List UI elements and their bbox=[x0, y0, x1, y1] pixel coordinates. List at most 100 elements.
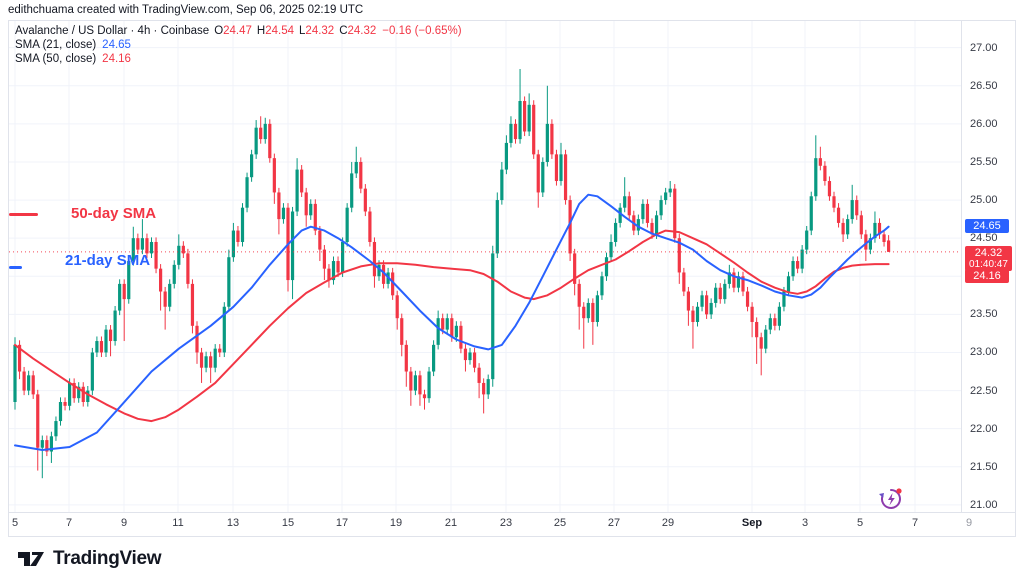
candle-body bbox=[650, 222, 654, 235]
sma50-label: SMA (50, close) bbox=[15, 53, 97, 65]
ohlc-letter: C bbox=[339, 25, 348, 37]
candle-body bbox=[618, 207, 622, 223]
ohlc-value: 24.32 bbox=[305, 25, 335, 37]
candle-body bbox=[118, 283, 122, 311]
time-axis[interactable]: 5 7 9 11 13 15 17 19 21 23 25 27 29 Sep 3 5 7 9 bbox=[9, 512, 1015, 536]
change-value: −0.16 (−0.65%) bbox=[382, 25, 462, 37]
candle-body bbox=[532, 104, 536, 155]
candle-body bbox=[677, 238, 681, 273]
time-axis-label: 15 bbox=[281, 517, 295, 529]
candle-body bbox=[454, 325, 458, 338]
sma50-annotation-line[interactable] bbox=[9, 213, 38, 216]
candle-body bbox=[500, 169, 504, 201]
ohlc-letter: H bbox=[256, 25, 266, 37]
candle-body bbox=[422, 394, 427, 399]
sma21-value: 24.65 bbox=[102, 39, 131, 51]
time-axis-label: 19 bbox=[389, 517, 403, 529]
candle-body bbox=[45, 440, 49, 452]
price-axis[interactable]: 27.00 26.50 26.00 25.50 25.00 24.50 23.50 23.00… bbox=[961, 21, 1015, 512]
candle-body bbox=[300, 169, 304, 193]
candle-body bbox=[413, 375, 417, 391]
candle-body bbox=[95, 341, 99, 353]
candle-body bbox=[491, 253, 495, 380]
candle-body bbox=[705, 295, 709, 315]
sma50-annotation-label[interactable]: 50-day SMA bbox=[71, 205, 157, 222]
candle-body bbox=[186, 253, 190, 284]
candle-body bbox=[86, 390, 90, 402]
attribution-text: edithchuama created with TradingView.com… bbox=[8, 4, 364, 16]
candle-body bbox=[345, 207, 349, 242]
candle-body bbox=[27, 375, 31, 391]
candle-body bbox=[81, 386, 85, 402]
candle-body bbox=[172, 264, 176, 284]
candle-body bbox=[745, 291, 750, 307]
candle-body bbox=[149, 241, 154, 254]
price-axis-label: 27.00 bbox=[970, 41, 998, 54]
candle-body bbox=[695, 306, 700, 322]
candle-body bbox=[832, 196, 836, 208]
time-axis-label: 11 bbox=[172, 517, 184, 529]
candle-body bbox=[168, 283, 172, 307]
candle-body bbox=[341, 241, 345, 273]
candle-body bbox=[809, 196, 813, 231]
candle-body bbox=[636, 219, 640, 231]
candle-body bbox=[363, 188, 367, 212]
time-axis-label: 29 bbox=[661, 517, 675, 529]
candle-body bbox=[236, 230, 240, 242]
candle-body bbox=[786, 276, 791, 292]
candle-body bbox=[577, 283, 581, 307]
ohlc-value: 24.47 bbox=[223, 25, 252, 37]
candle-body bbox=[272, 158, 276, 193]
candle-body bbox=[209, 356, 213, 368]
candle-body bbox=[327, 268, 331, 281]
sma21-annotation-line[interactable] bbox=[9, 266, 22, 269]
sma21-annotation-label[interactable]: 21-day SMA bbox=[65, 252, 151, 269]
candlestick-chart[interactable] bbox=[9, 21, 961, 512]
candle-body bbox=[700, 295, 704, 307]
sma21-legend-row[interactable]: SMA (21, close) 24.65 bbox=[15, 38, 462, 52]
candle-body bbox=[509, 123, 513, 143]
candle-body bbox=[864, 234, 868, 250]
candle-body bbox=[58, 402, 63, 422]
sma50-line[interactable] bbox=[14, 229, 890, 423]
candle-body bbox=[400, 318, 404, 345]
candle-body bbox=[199, 352, 204, 368]
candle-body bbox=[504, 142, 508, 170]
candle-body bbox=[304, 192, 308, 216]
candle-body bbox=[882, 234, 886, 242]
candle-body bbox=[372, 241, 377, 277]
symbol-row[interactable]: Avalanche / US Dollar · 4h · Coinbase O24… bbox=[15, 24, 462, 38]
sma21-label: SMA (21, close) bbox=[15, 39, 97, 51]
auto-refresh-icon[interactable] bbox=[875, 485, 907, 513]
candle-body bbox=[227, 257, 231, 307]
candle-body bbox=[231, 230, 235, 258]
candle-body bbox=[313, 203, 317, 231]
candle-body bbox=[545, 123, 549, 162]
price-axis-label: 21.00 bbox=[970, 498, 998, 511]
candle-body bbox=[673, 188, 677, 239]
plot-area[interactable]: Avalanche / US Dollar · 4h · Coinbase O24… bbox=[9, 21, 961, 512]
candle-body bbox=[322, 249, 326, 269]
candle-body bbox=[536, 154, 540, 193]
candle-body bbox=[218, 348, 222, 353]
candle-body bbox=[773, 318, 777, 326]
candle-body bbox=[381, 264, 386, 284]
candle-body bbox=[222, 306, 226, 353]
candle-body bbox=[841, 222, 845, 235]
candle-body bbox=[641, 203, 645, 220]
time-axis-label: 25 bbox=[553, 517, 567, 529]
time-axis-label: 7 bbox=[911, 517, 919, 529]
sma50-legend-row[interactable]: SMA (50, close) 24.16 bbox=[15, 52, 462, 66]
candle-body bbox=[190, 283, 195, 326]
time-axis-label: 5 bbox=[11, 517, 19, 529]
price-axis-label: 26.50 bbox=[970, 79, 998, 92]
candle-body bbox=[240, 207, 245, 242]
candle-body bbox=[72, 382, 76, 399]
chart-legend[interactable]: Avalanche / US Dollar · 4h · Coinbase O24… bbox=[15, 24, 462, 66]
candle-body bbox=[463, 348, 468, 361]
candle-body bbox=[104, 329, 108, 353]
chart-widget: Avalanche / US Dollar · 4h · Coinbase O24… bbox=[8, 20, 1016, 537]
sma21-line[interactable] bbox=[14, 193, 890, 451]
candle-body bbox=[563, 154, 568, 201]
candle-body bbox=[136, 238, 140, 250]
